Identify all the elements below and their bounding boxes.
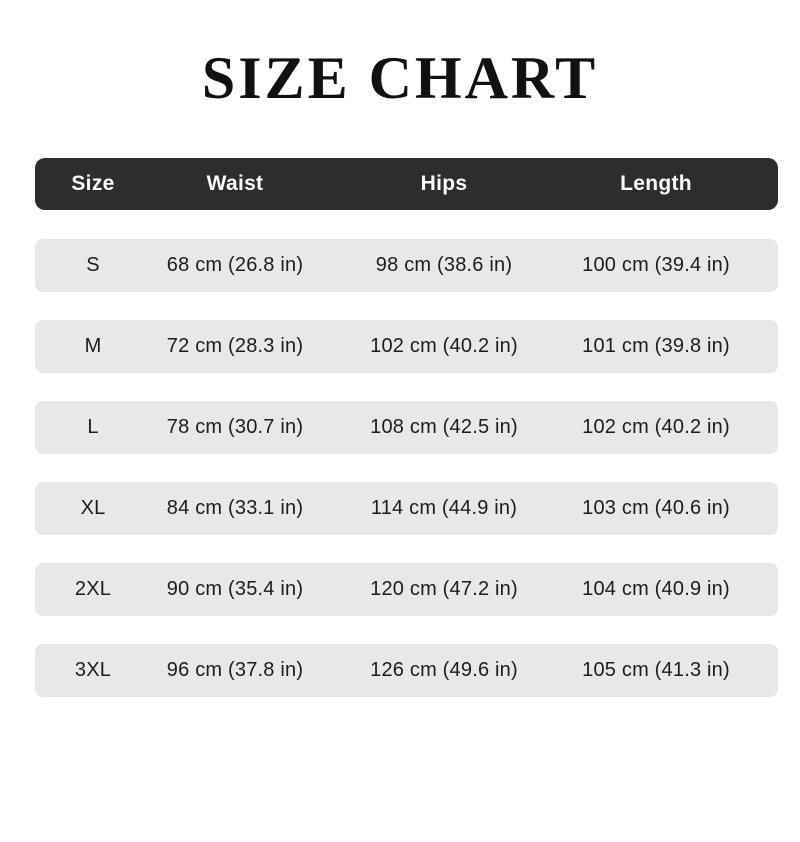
length-value: 104 cm (40.9 in) xyxy=(582,578,730,600)
waist-value: 78 cm (30.7 in) xyxy=(166,416,304,438)
table-row-xl: XL 84 cm (33.1 in) 114 cm (44.9 in) 103 … xyxy=(35,482,778,535)
size-chart-page: SIZE CHART Size Waist Hips Length S 68 c… xyxy=(0,42,800,697)
size-label: 2XL xyxy=(74,578,112,600)
table-row-3xl: 3XL 96 cm (37.8 in) 126 cm (49.6 in) 105… xyxy=(35,644,778,697)
hips-value: 114 cm (44.9 in) xyxy=(370,497,518,519)
hips-value: 108 cm (42.5 in) xyxy=(370,416,518,438)
size-label: 3XL xyxy=(74,659,112,681)
waist-value: 68 cm (26.8 in) xyxy=(166,254,304,276)
hips-value: 102 cm (40.2 in) xyxy=(370,335,518,357)
waist-value: 90 cm (35.4 in) xyxy=(166,578,304,600)
size-label: XL xyxy=(80,497,106,519)
page-title: SIZE CHART xyxy=(201,45,599,111)
column-header-waist: Waist xyxy=(206,172,264,195)
table-row-l: L 78 cm (30.7 in) 108 cm (42.5 in) 102 c… xyxy=(35,401,778,454)
hips-value: 98 cm (38.6 in) xyxy=(375,254,513,276)
size-table: Size Waist Hips Length S 68 cm (26.8 in)… xyxy=(35,158,778,697)
length-value: 102 cm (40.2 in) xyxy=(582,416,730,438)
table-header-row: Size Waist Hips Length xyxy=(35,158,778,210)
size-label: M xyxy=(84,335,102,357)
table-row-2xl: 2XL 90 cm (35.4 in) 120 cm (47.2 in) 104… xyxy=(35,563,778,616)
column-header-hips: Hips xyxy=(420,172,468,195)
table-row-s: S 68 cm (26.8 in) 98 cm (38.6 in) 100 cm… xyxy=(35,239,778,292)
waist-value: 84 cm (33.1 in) xyxy=(166,497,304,519)
length-value: 103 cm (40.6 in) xyxy=(582,497,730,519)
length-value: 100 cm (39.4 in) xyxy=(582,254,730,276)
hips-value: 126 cm (49.6 in) xyxy=(370,659,518,681)
length-value: 105 cm (41.3 in) xyxy=(582,659,730,681)
waist-value: 96 cm (37.8 in) xyxy=(166,659,304,681)
column-header-size: Size xyxy=(71,172,115,195)
column-header-length: Length xyxy=(620,172,692,195)
table-row-m: M 72 cm (28.3 in) 102 cm (40.2 in) 101 c… xyxy=(35,320,778,373)
size-label: S xyxy=(86,254,100,276)
waist-value: 72 cm (28.3 in) xyxy=(166,335,304,357)
length-value: 101 cm (39.8 in) xyxy=(582,335,730,357)
size-label: L xyxy=(87,416,99,438)
hips-value: 120 cm (47.2 in) xyxy=(370,578,518,600)
